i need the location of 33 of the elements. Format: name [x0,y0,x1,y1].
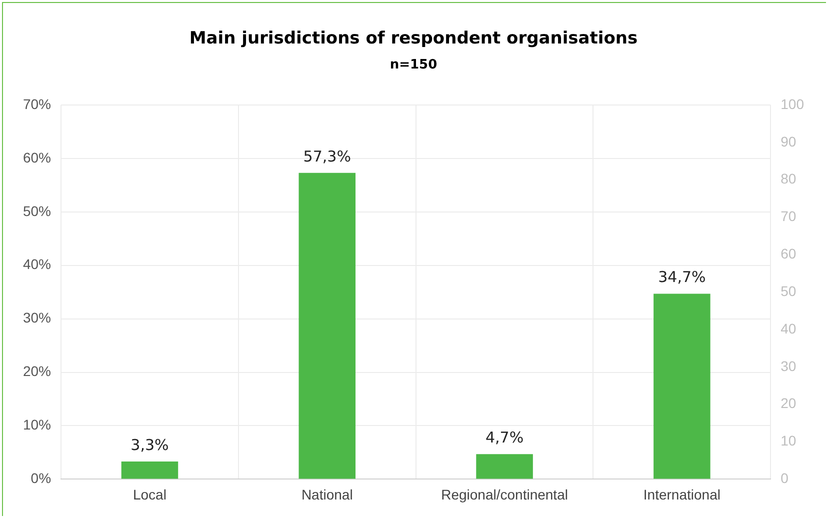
x-tick-label: International [643,486,720,502]
x-tick-label: National [301,486,353,502]
chart-title: Main jurisdictions of respondent organisations [189,28,638,49]
chart-subtitle: n=150 [390,58,438,73]
bar [298,172,356,479]
y2-tick-label: 80 [780,170,796,187]
y2-tick-label: 30 [780,358,796,374]
y2-tick-label: 90 [780,133,796,150]
y-tick-label: 50% [22,202,52,219]
y-tick-label: 70% [22,96,52,112]
y2-tick-label: 0 [780,470,789,486]
data-label: 57,3% [303,147,351,166]
y2-tick-label: 50 [780,282,796,299]
data-label: 3,3% [130,436,169,454]
y-tick-label: 40% [22,256,52,272]
y2-tick-label: 60 [780,246,796,262]
bar [121,462,178,479]
y2-tick-label: 20 [780,395,796,412]
data-label: 34,7% [658,268,706,286]
bar [654,294,710,479]
y-tick-label: 20% [22,363,52,380]
x-tick-label: Regional/continental [441,486,568,502]
y2-tick-label: 100 [780,96,804,112]
y-tick-label: 60% [22,149,52,166]
y-tick-label: 0% [30,470,52,486]
x-tick-label: Local [132,486,166,502]
y2-tick-label: 10 [780,432,796,449]
y-tick-label: 10% [22,416,52,433]
bar [476,454,533,479]
y-tick-label: 30% [22,310,52,326]
data-label: 4,7% [485,428,524,446]
y2-tick-label: 70 [780,208,796,224]
y2-tick-label: 40 [780,320,796,336]
